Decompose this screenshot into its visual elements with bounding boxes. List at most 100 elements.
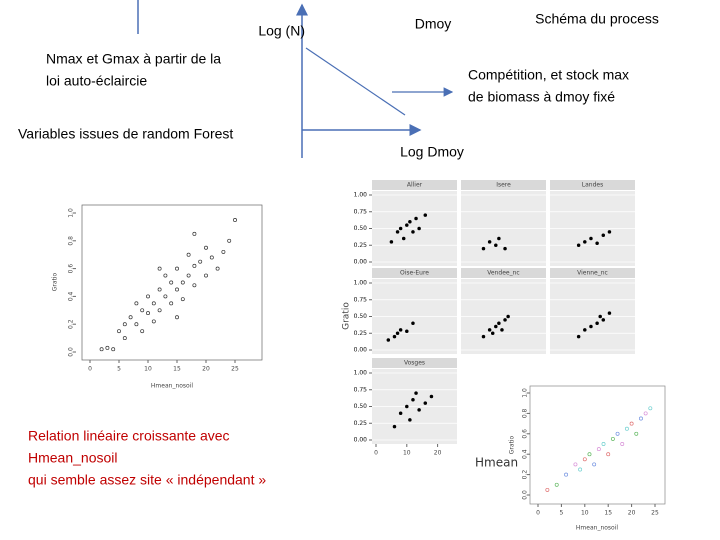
y-tick-label: 0.2	[522, 470, 529, 480]
x-tick-label: 5	[117, 366, 121, 373]
point	[620, 442, 625, 446]
y-tick-label: 0.00	[354, 259, 368, 266]
note: Variables issues de random Forest	[18, 126, 233, 142]
point	[576, 334, 581, 339]
y-tick-label: 0.50	[354, 313, 368, 320]
y-tick-label: 1.00	[354, 192, 368, 199]
point	[151, 301, 156, 306]
point	[140, 308, 145, 313]
point	[423, 401, 428, 405]
point	[204, 273, 208, 278]
panel-title: Isere	[496, 182, 511, 189]
strip	[372, 358, 457, 368]
point	[615, 431, 620, 436]
y-tick-label: 1.00	[354, 280, 368, 287]
point	[180, 297, 185, 302]
panel-title: Vosges	[404, 360, 425, 367]
y-axis-label: Gratio	[52, 272, 59, 291]
point	[497, 321, 501, 325]
y-tick-label: 0.25	[354, 330, 368, 337]
point	[607, 311, 612, 315]
point	[481, 334, 486, 339]
y-tick-label: 0.00	[354, 259, 368, 266]
point	[233, 217, 237, 222]
y-tick-label: 1.00	[354, 280, 368, 287]
y-tick-label: 0.50	[354, 225, 368, 232]
point	[186, 252, 191, 257]
point	[405, 223, 409, 227]
title: Schéma du process	[535, 11, 659, 27]
point	[192, 283, 197, 288]
point	[414, 216, 418, 221]
point	[157, 308, 162, 313]
point	[180, 280, 185, 285]
strip	[461, 180, 546, 190]
label: Log (N)	[258, 23, 305, 39]
point	[503, 318, 507, 322]
x-axis-label: Hmean_nosoil	[576, 525, 618, 532]
y-tick-label: 0.00	[354, 437, 368, 444]
point	[117, 329, 121, 334]
point	[215, 266, 220, 271]
y-tick-label: 0.25	[354, 420, 368, 427]
strip	[550, 180, 635, 190]
y-tick-label: 0.2	[68, 319, 75, 329]
point	[481, 246, 486, 251]
y-tick-label: 0.25	[354, 330, 368, 337]
x-tick-label: 20	[434, 450, 442, 457]
y-tick-label: 0.0	[522, 490, 529, 500]
point	[494, 243, 498, 248]
point	[163, 294, 168, 299]
point	[175, 315, 179, 320]
panel-title: Allier	[407, 182, 423, 189]
point	[175, 266, 179, 271]
x-tick-label: 15	[173, 366, 181, 373]
point	[192, 263, 197, 268]
note: qui semble assez site « indépendant »	[28, 472, 266, 488]
point	[408, 418, 412, 422]
point	[405, 329, 409, 333]
point	[487, 328, 492, 332]
y-tick-label: 0.75	[354, 296, 368, 303]
point	[500, 328, 504, 332]
y-tick-label: 0.00	[354, 347, 368, 354]
point	[610, 436, 615, 441]
y-tick-label: 0.75	[354, 386, 368, 393]
point	[592, 462, 597, 467]
point	[157, 287, 162, 292]
point	[578, 467, 583, 472]
point	[582, 457, 587, 462]
point	[564, 472, 569, 477]
legend-label: Hmean	[475, 456, 518, 470]
point	[601, 233, 606, 237]
point	[398, 411, 403, 415]
label: Dmoy	[415, 16, 452, 32]
point	[589, 324, 593, 329]
point	[417, 408, 421, 412]
y-tick-label: 0.00	[354, 437, 368, 444]
y-tick-label: 0.4	[522, 449, 529, 459]
point	[598, 314, 602, 319]
strip	[372, 268, 457, 278]
x-tick-label: 20	[202, 366, 210, 373]
point	[175, 287, 179, 292]
point	[111, 347, 116, 352]
point	[405, 404, 409, 409]
y-tick-label: 0.50	[354, 225, 368, 232]
y-tick-label: 0.25	[354, 242, 368, 249]
point	[497, 236, 501, 241]
y-tick-label: 0.8	[522, 408, 529, 418]
point	[573, 462, 578, 467]
y-tick-label: 0.6	[68, 264, 75, 274]
strip	[461, 268, 546, 278]
point	[157, 266, 162, 271]
point	[589, 236, 593, 241]
panel-title: Vienne_nc	[577, 270, 608, 277]
point	[634, 431, 639, 436]
x-tick-label: 0	[374, 450, 378, 457]
point	[392, 424, 397, 429]
y-tick-label: 0.25	[354, 420, 368, 427]
point	[395, 331, 400, 336]
note: de biomass à dmoy fixé	[468, 89, 615, 105]
point	[398, 328, 403, 332]
